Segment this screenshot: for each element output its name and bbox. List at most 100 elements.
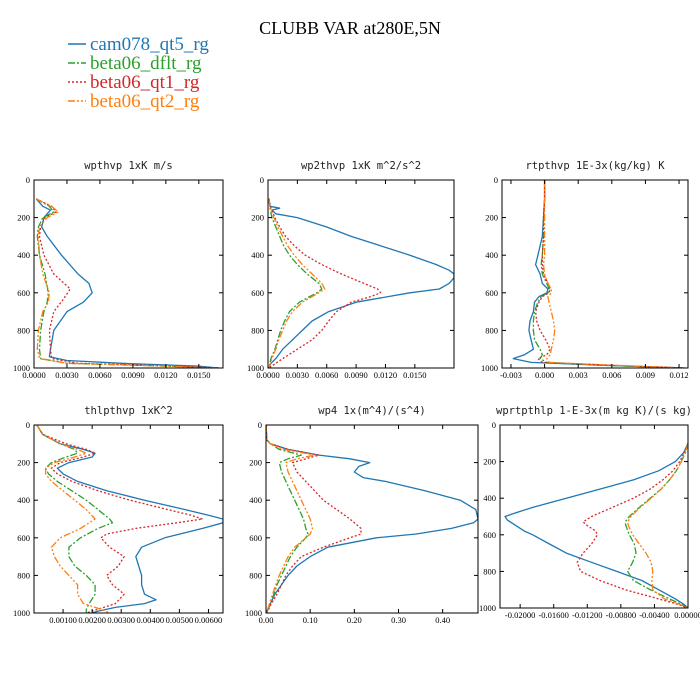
series-group	[268, 198, 454, 368]
panel-title: wprtpthlp 1-E-3x(m kg K)/(s kg)	[496, 405, 692, 417]
series-line	[35, 198, 219, 368]
legend-label: beta06_qt2_rg	[90, 91, 200, 112]
y-tick-label: 600	[249, 533, 262, 543]
legend-entry: beta06_qt2_rg	[68, 91, 200, 112]
y-tick-label: 1000	[245, 608, 262, 618]
series-line	[534, 180, 685, 368]
y-tick-label: 1000	[479, 603, 496, 613]
x-tick-label: 0.0150	[187, 370, 210, 380]
x-tick-label: 0.00	[259, 615, 274, 625]
y-tick-label: 400	[249, 495, 262, 505]
y-tick-label: 400	[17, 495, 30, 505]
y-tick-label: 800	[17, 570, 30, 580]
x-tick-label: 0.00000	[674, 610, 700, 620]
y-tick-label: 400	[483, 493, 496, 503]
series-line	[35, 198, 219, 368]
x-tick-label: 0.0060	[88, 370, 111, 380]
series-line	[542, 180, 685, 368]
x-tick-label: -0.01200	[572, 610, 602, 620]
x-tick-label: 0.00200	[78, 615, 106, 625]
series-group	[504, 443, 688, 608]
x-tick-label: 0.0000	[22, 370, 45, 380]
x-tick-label: 0.40	[435, 615, 450, 625]
x-tick-label: -0.003	[500, 370, 522, 380]
y-tick-label: 0	[258, 420, 262, 430]
y-tick-label: 800	[485, 325, 498, 335]
series-line	[576, 443, 688, 608]
y-tick-label: 800	[251, 325, 264, 335]
y-tick-label: 600	[485, 288, 498, 298]
series-line	[266, 425, 309, 613]
y-tick-label: 0	[494, 175, 498, 185]
y-tick-label: 1000	[13, 608, 30, 618]
x-tick-label: 0.00600	[195, 615, 223, 625]
legend-entry: beta06_dflt_rg	[68, 53, 202, 74]
y-tick-label: 0	[26, 420, 30, 430]
legend-label: beta06_dflt_rg	[90, 53, 202, 74]
series-line	[266, 425, 316, 613]
legend-label: cam078_qt5_rg	[90, 34, 209, 55]
y-tick-label: 600	[483, 530, 496, 540]
series-line	[268, 198, 382, 368]
x-tick-label: 0.012	[669, 370, 688, 380]
series-line	[512, 180, 685, 368]
y-tick-label: 200	[485, 213, 498, 223]
series-line	[35, 198, 219, 368]
plot-frame	[267, 179, 455, 369]
series-group	[266, 425, 478, 613]
legend-label: beta06_qt1_rg	[90, 72, 200, 93]
x-tick-label: 0.0090	[121, 370, 144, 380]
x-tick-label: 0.10	[303, 615, 318, 625]
chart-panel: wprtpthlp 1-E-3x(m kg K)/(s kg)0 200 400 60…	[479, 405, 700, 620]
x-tick-label: 0.003	[569, 370, 588, 380]
legend-entry: cam078_qt5_rg	[68, 34, 209, 55]
x-tick-label: 0.00400	[136, 615, 164, 625]
series-line	[624, 443, 688, 608]
y-tick-label: 200	[17, 458, 30, 468]
x-tick-label: -0.00800	[606, 610, 636, 620]
y-tick-label: 0	[26, 175, 30, 185]
figure-title: CLUBB VAR at280E,5N	[259, 18, 441, 38]
series-line	[268, 198, 326, 368]
x-tick-label: 0.00300	[107, 615, 135, 625]
series-line	[266, 425, 478, 613]
series-group	[35, 198, 219, 368]
y-tick-label: 600	[17, 288, 30, 298]
y-tick-label: 0	[260, 175, 264, 185]
legend-entry: beta06_qt1_rg	[68, 72, 200, 93]
y-tick-label: 400	[251, 250, 264, 260]
plot-frame	[33, 424, 224, 614]
y-tick-label: 200	[251, 213, 264, 223]
panel-title: rtpthvp 1E-3x(kg/kg) K	[525, 160, 665, 172]
x-tick-label: 0.20	[347, 615, 362, 625]
y-tick-label: 0	[492, 420, 496, 430]
y-tick-label: 400	[485, 250, 498, 260]
series-line	[504, 443, 688, 608]
legend: cam078_qt5_rgbeta06_dflt_rgbeta06_qt1_rg…	[68, 34, 209, 112]
x-tick-label: 0.0150	[403, 370, 426, 380]
y-tick-label: 200	[17, 213, 30, 223]
series-group	[36, 425, 223, 613]
x-tick-label: 0.0090	[344, 370, 367, 380]
y-tick-label: 800	[17, 325, 30, 335]
y-tick-label: 600	[17, 533, 30, 543]
series-line	[268, 198, 454, 368]
plot-frame	[265, 424, 479, 614]
plot-frame	[499, 424, 689, 609]
x-tick-label: 0.0030	[286, 370, 309, 380]
series-group	[512, 180, 685, 368]
x-tick-label: -0.02000	[505, 610, 535, 620]
x-tick-label: 0.006	[602, 370, 621, 380]
chart-panel: rtpthvp 1E-3x(kg/kg) K 0 200 400 600 800 1000-…	[481, 160, 689, 380]
y-tick-label: 800	[249, 570, 262, 580]
y-tick-label: 1000	[247, 363, 264, 373]
y-tick-label: 800	[483, 566, 496, 576]
x-tick-label: 0.0120	[374, 370, 397, 380]
y-tick-label: 200	[249, 458, 262, 468]
series-line	[268, 198, 323, 368]
x-tick-label: 0.009	[636, 370, 655, 380]
